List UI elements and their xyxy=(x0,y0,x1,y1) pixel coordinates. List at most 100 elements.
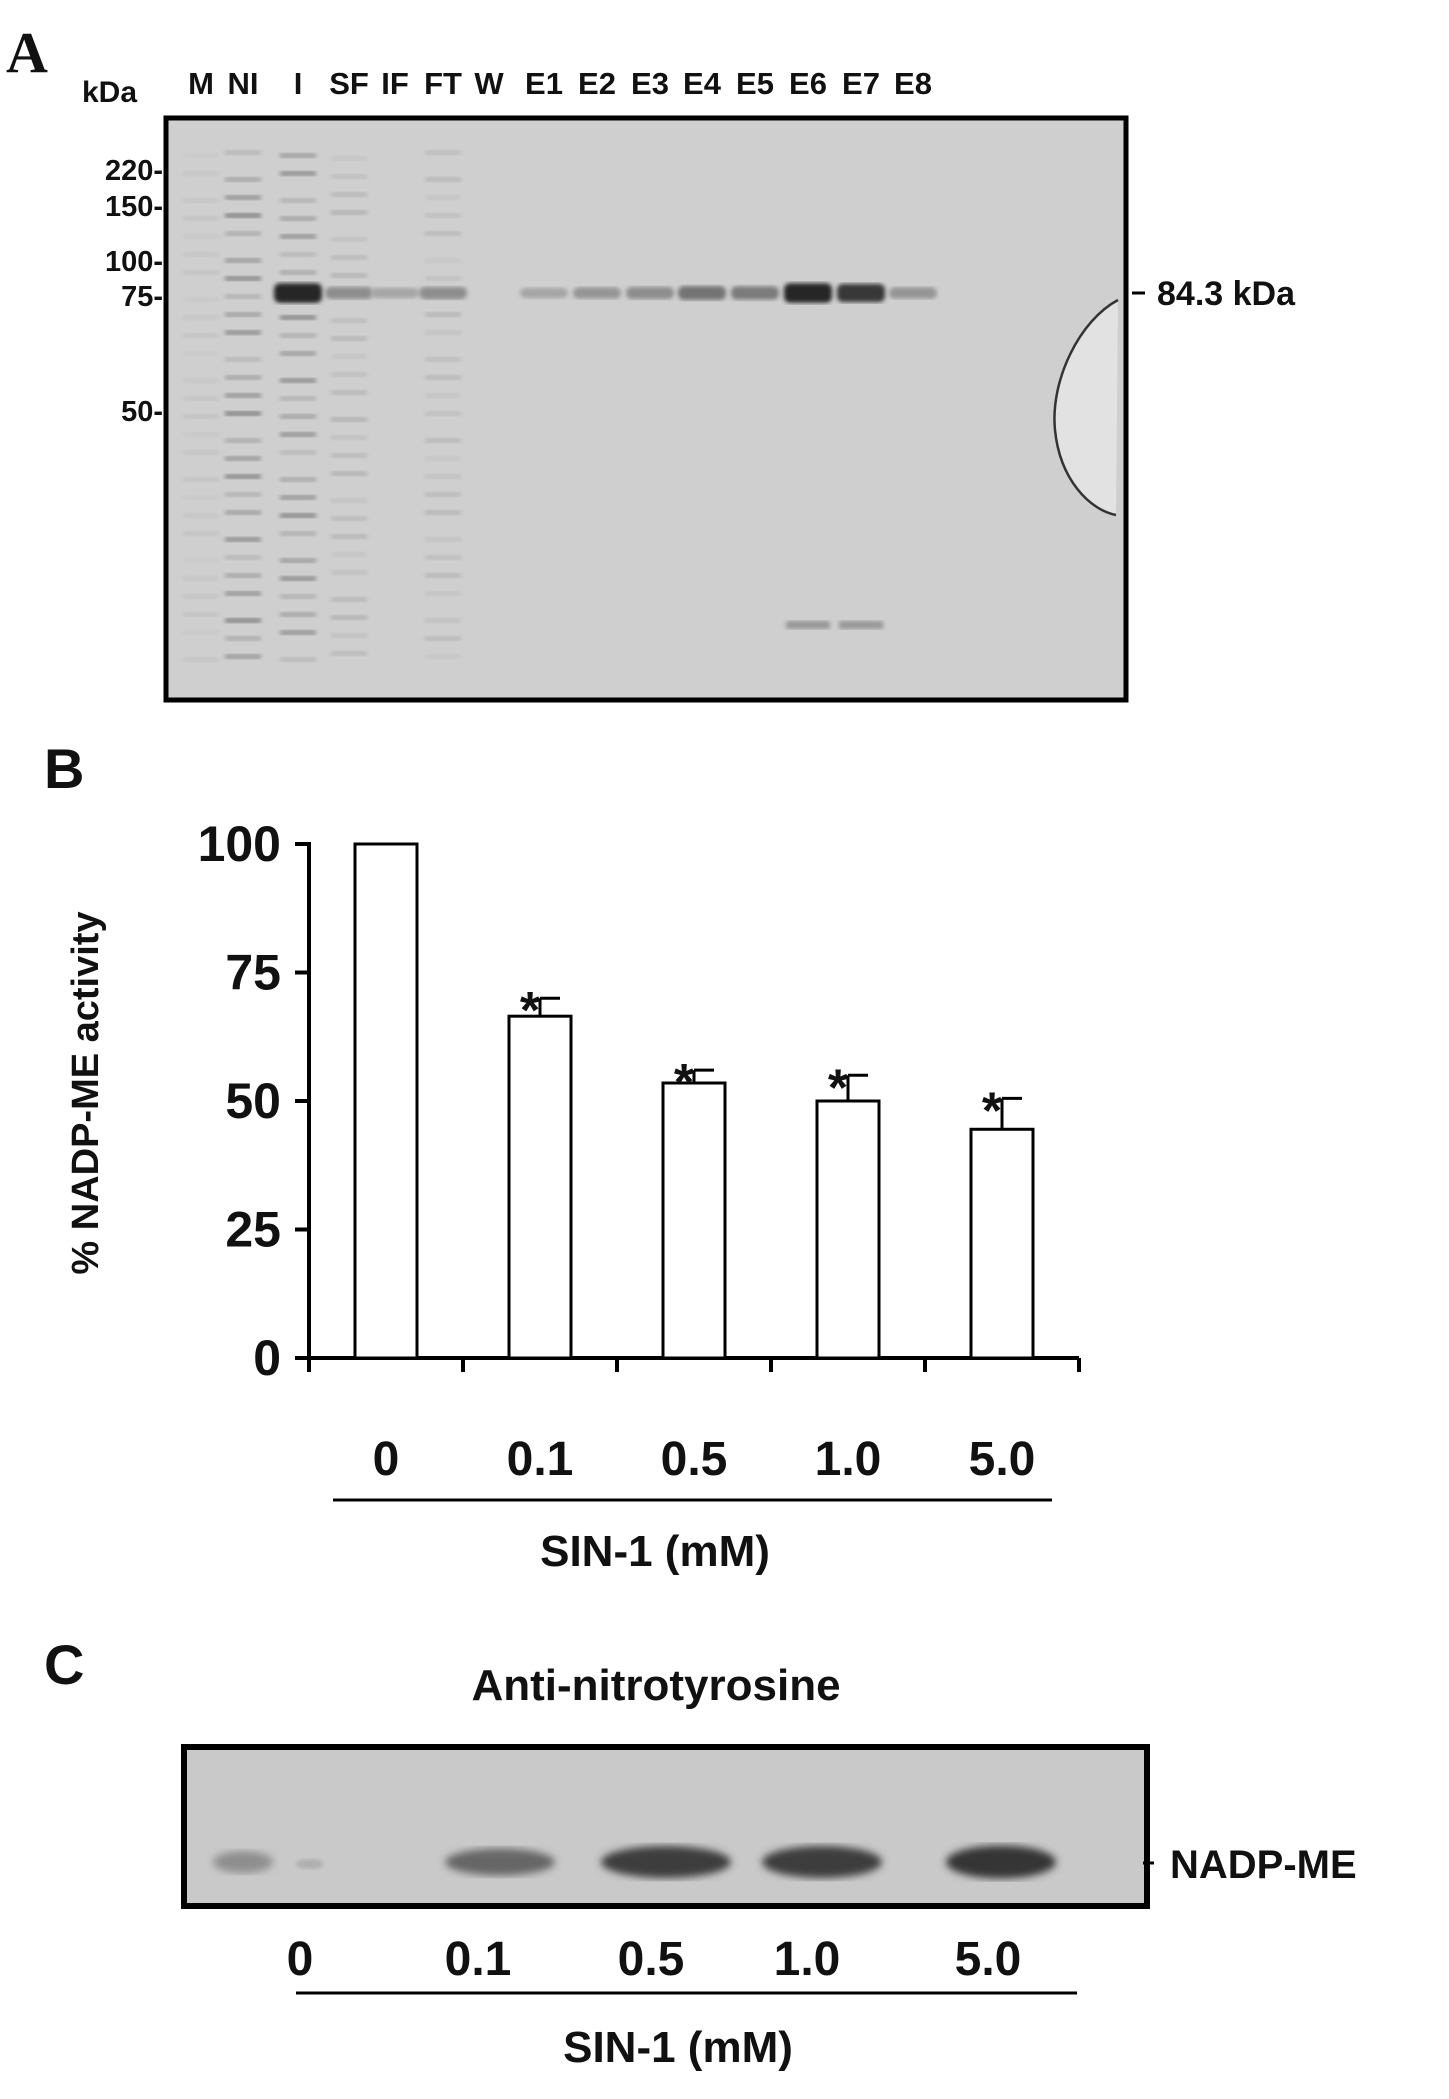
smear-band xyxy=(225,654,261,659)
lane-label-if: IF xyxy=(381,66,409,101)
bar-chart: 0 25 50 75 100 0 * 0.1 * 0.5 * 1.0 * 5.0 xyxy=(198,816,1081,1502)
smear-band xyxy=(280,171,316,176)
smear-band xyxy=(183,270,219,275)
marker-label: 100- xyxy=(105,246,163,278)
smear-band xyxy=(183,432,219,437)
target-band-i xyxy=(274,283,322,303)
blot-frame xyxy=(181,1744,1150,1909)
blot-lane-label: 0 xyxy=(287,1933,314,1986)
x-axis-label: SIN-1 (mM) xyxy=(540,1527,770,1576)
smear-band xyxy=(183,315,219,320)
smear-band xyxy=(280,252,316,257)
smear-band xyxy=(225,573,261,578)
blot-lane-label: 0.5 xyxy=(618,1933,685,1986)
blot-band-0.1 xyxy=(445,1848,555,1876)
smear-band xyxy=(331,453,367,458)
smear-band xyxy=(331,651,367,656)
smear-band xyxy=(280,414,316,419)
smear-band xyxy=(183,216,219,221)
smear-band xyxy=(183,477,219,482)
smear-band xyxy=(280,531,316,536)
smear-band xyxy=(425,555,461,560)
smear-band xyxy=(225,438,261,443)
smear-band xyxy=(425,195,461,200)
smear-band xyxy=(280,477,316,482)
smear-band xyxy=(331,390,367,395)
smear-band xyxy=(331,534,367,539)
smear-band xyxy=(225,411,261,416)
marker-label: 150- xyxy=(105,191,163,223)
lane-label-sf: SF xyxy=(329,66,369,101)
smear-band xyxy=(331,354,367,359)
smear-band xyxy=(225,393,261,398)
smear-band xyxy=(183,513,219,518)
smear-band xyxy=(225,537,261,542)
lane-label-i: I xyxy=(294,66,303,101)
smear-band xyxy=(425,456,461,461)
panel-b-label: B xyxy=(44,737,84,800)
smear-band xyxy=(425,492,461,497)
smear-band xyxy=(280,630,316,635)
y-tick-label: 100 xyxy=(198,816,281,872)
smear-band xyxy=(225,636,261,641)
smear-band xyxy=(425,474,461,479)
low-mw-band xyxy=(786,621,830,629)
target-band-e3 xyxy=(626,286,674,300)
smear-band xyxy=(280,432,316,437)
smear-band xyxy=(225,276,261,281)
kda-unit-label: kDa xyxy=(82,76,137,109)
smear-band xyxy=(331,192,367,197)
smear-band xyxy=(331,516,367,521)
smear-band xyxy=(425,231,461,236)
smear-band xyxy=(280,450,316,455)
gel-lane-labels: M NI I SF IF FT W E1 E2 E3 E4 E5 E6 E7 E8 xyxy=(188,66,932,101)
smear-band xyxy=(183,558,219,563)
smear-band xyxy=(425,393,461,398)
target-band-e6 xyxy=(784,283,832,303)
panel-c-label: C xyxy=(44,1633,84,1696)
smear-band xyxy=(280,216,316,221)
smear-band xyxy=(425,357,461,362)
smear-band xyxy=(331,174,367,179)
smear-band xyxy=(425,654,461,659)
smear-band xyxy=(425,537,461,542)
gel-target-bands xyxy=(274,283,937,303)
smear-band xyxy=(331,255,367,260)
smear-band xyxy=(280,495,316,500)
smear-band xyxy=(225,177,261,182)
smear-band xyxy=(183,612,219,617)
smear-band xyxy=(183,531,219,536)
blot-background xyxy=(184,1747,1147,1906)
y-tick-label: 50 xyxy=(225,1073,281,1129)
x-category-label: 5.0 xyxy=(969,1433,1036,1486)
smear-band xyxy=(331,597,367,602)
smear-band xyxy=(425,330,461,335)
target-band-e5 xyxy=(731,286,779,300)
smear-band xyxy=(225,213,261,218)
lane-label-e6: E6 xyxy=(789,66,827,101)
smear-band xyxy=(280,558,316,563)
smear-band xyxy=(225,375,261,380)
marker-label: 75- xyxy=(121,281,163,313)
y-axis-label: % NADP-ME activity xyxy=(65,911,107,1274)
y-tick-label: 75 xyxy=(225,945,281,1001)
blot-lane-label: 0.1 xyxy=(445,1933,512,1986)
x-category-label: 0.1 xyxy=(507,1433,574,1486)
smear-band xyxy=(331,552,367,557)
smear-band xyxy=(331,570,367,575)
smear-band xyxy=(425,177,461,182)
smear-band xyxy=(425,573,461,578)
x-category-label: 1.0 xyxy=(815,1433,882,1486)
target-band-e1 xyxy=(520,287,568,299)
smear-band xyxy=(183,153,219,158)
smear-band xyxy=(280,612,316,617)
blot-band-1.0 xyxy=(762,1846,882,1878)
smear-band xyxy=(280,270,316,275)
significance-star: * xyxy=(982,1082,1003,1140)
target-band-if xyxy=(371,287,419,299)
lane-label-ni: NI xyxy=(228,66,259,101)
lane-label-e5: E5 xyxy=(736,66,774,101)
smear-band xyxy=(280,315,316,320)
smear-band xyxy=(280,351,316,356)
